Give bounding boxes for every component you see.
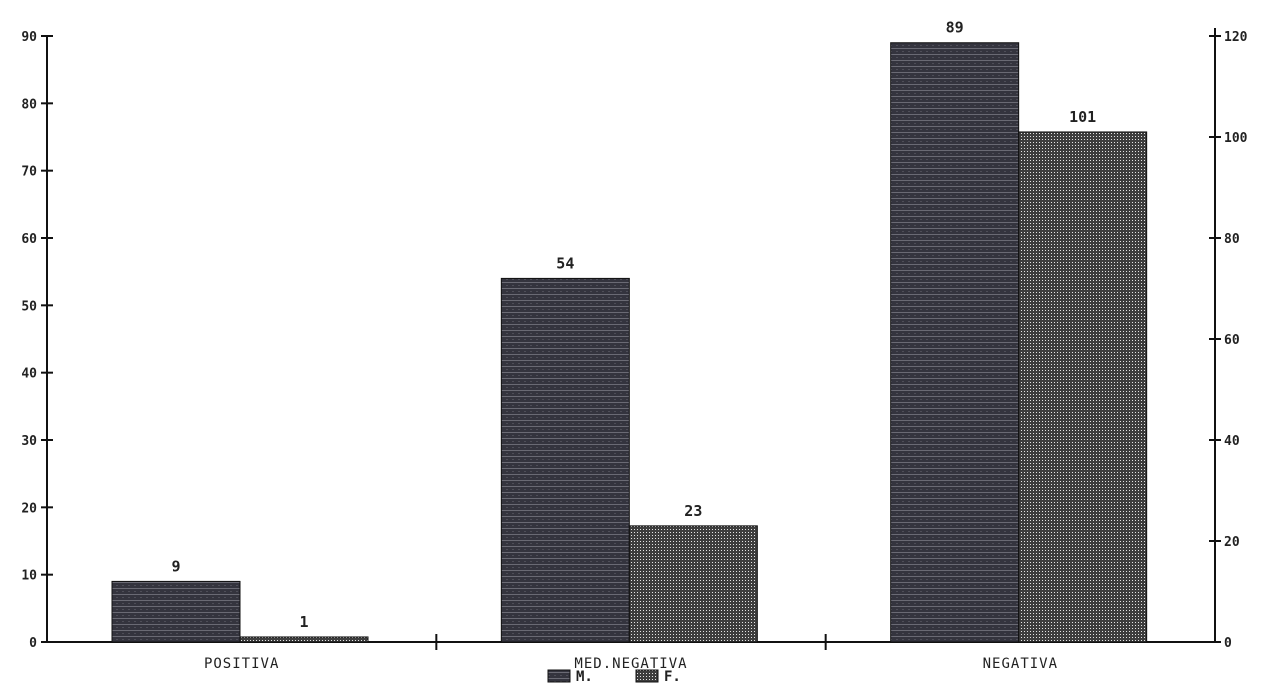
- data-label: 1: [299, 613, 308, 631]
- bar-m-negativa: [890, 42, 1020, 643]
- category-label: MED.NEGATIVA: [574, 656, 687, 672]
- legend: M. F.: [547, 669, 681, 685]
- right-tick-label: 40: [1224, 434, 1240, 449]
- bars: [111, 42, 1148, 643]
- left-tick-label: 0: [29, 636, 37, 651]
- left-tick-label: 30: [21, 434, 37, 449]
- labels: POSITIVA 9 1 MED.NEGATIVA 54 23 NEGATIVA 89 101: [171, 19, 1096, 672]
- left-tick-label: 70: [21, 165, 37, 180]
- category-label: POSITIVA: [204, 656, 279, 672]
- left-tick-label: 20: [21, 501, 37, 516]
- bar-f-positiva: [239, 636, 369, 643]
- left-tick-label: 50: [21, 299, 37, 314]
- data-label: 89: [946, 19, 964, 37]
- right-tick-label: 80: [1224, 232, 1240, 247]
- left-tick-label: 60: [21, 232, 37, 247]
- right-tick-label: 0: [1224, 636, 1232, 651]
- left-tick-label: 40: [21, 367, 37, 382]
- data-label: 23: [684, 502, 702, 520]
- right-tick-label: 20: [1224, 535, 1240, 550]
- data-label: 101: [1069, 108, 1096, 126]
- legend-label: F.: [664, 669, 681, 685]
- right-tick-label: 120: [1224, 30, 1248, 45]
- legend-swatch-m: [547, 669, 571, 683]
- bar-m-positiva: [111, 580, 241, 643]
- left-tick-label: 10: [21, 569, 37, 584]
- left-tick-label: 80: [21, 97, 37, 112]
- category-label: NEGATIVA: [983, 656, 1058, 672]
- left-tick-label: 90: [21, 30, 37, 45]
- right-tick-label: 60: [1224, 333, 1240, 348]
- data-label: 54: [556, 254, 574, 272]
- data-label: 9: [171, 557, 180, 575]
- bar-f-med-negativa: [628, 525, 758, 643]
- bar-f-negativa: [1018, 131, 1148, 643]
- legend-swatch-f: [635, 669, 659, 683]
- legend-label: M.: [576, 669, 593, 685]
- bar-m-med-negativa: [500, 277, 630, 643]
- right-tick-label: 100: [1224, 131, 1248, 146]
